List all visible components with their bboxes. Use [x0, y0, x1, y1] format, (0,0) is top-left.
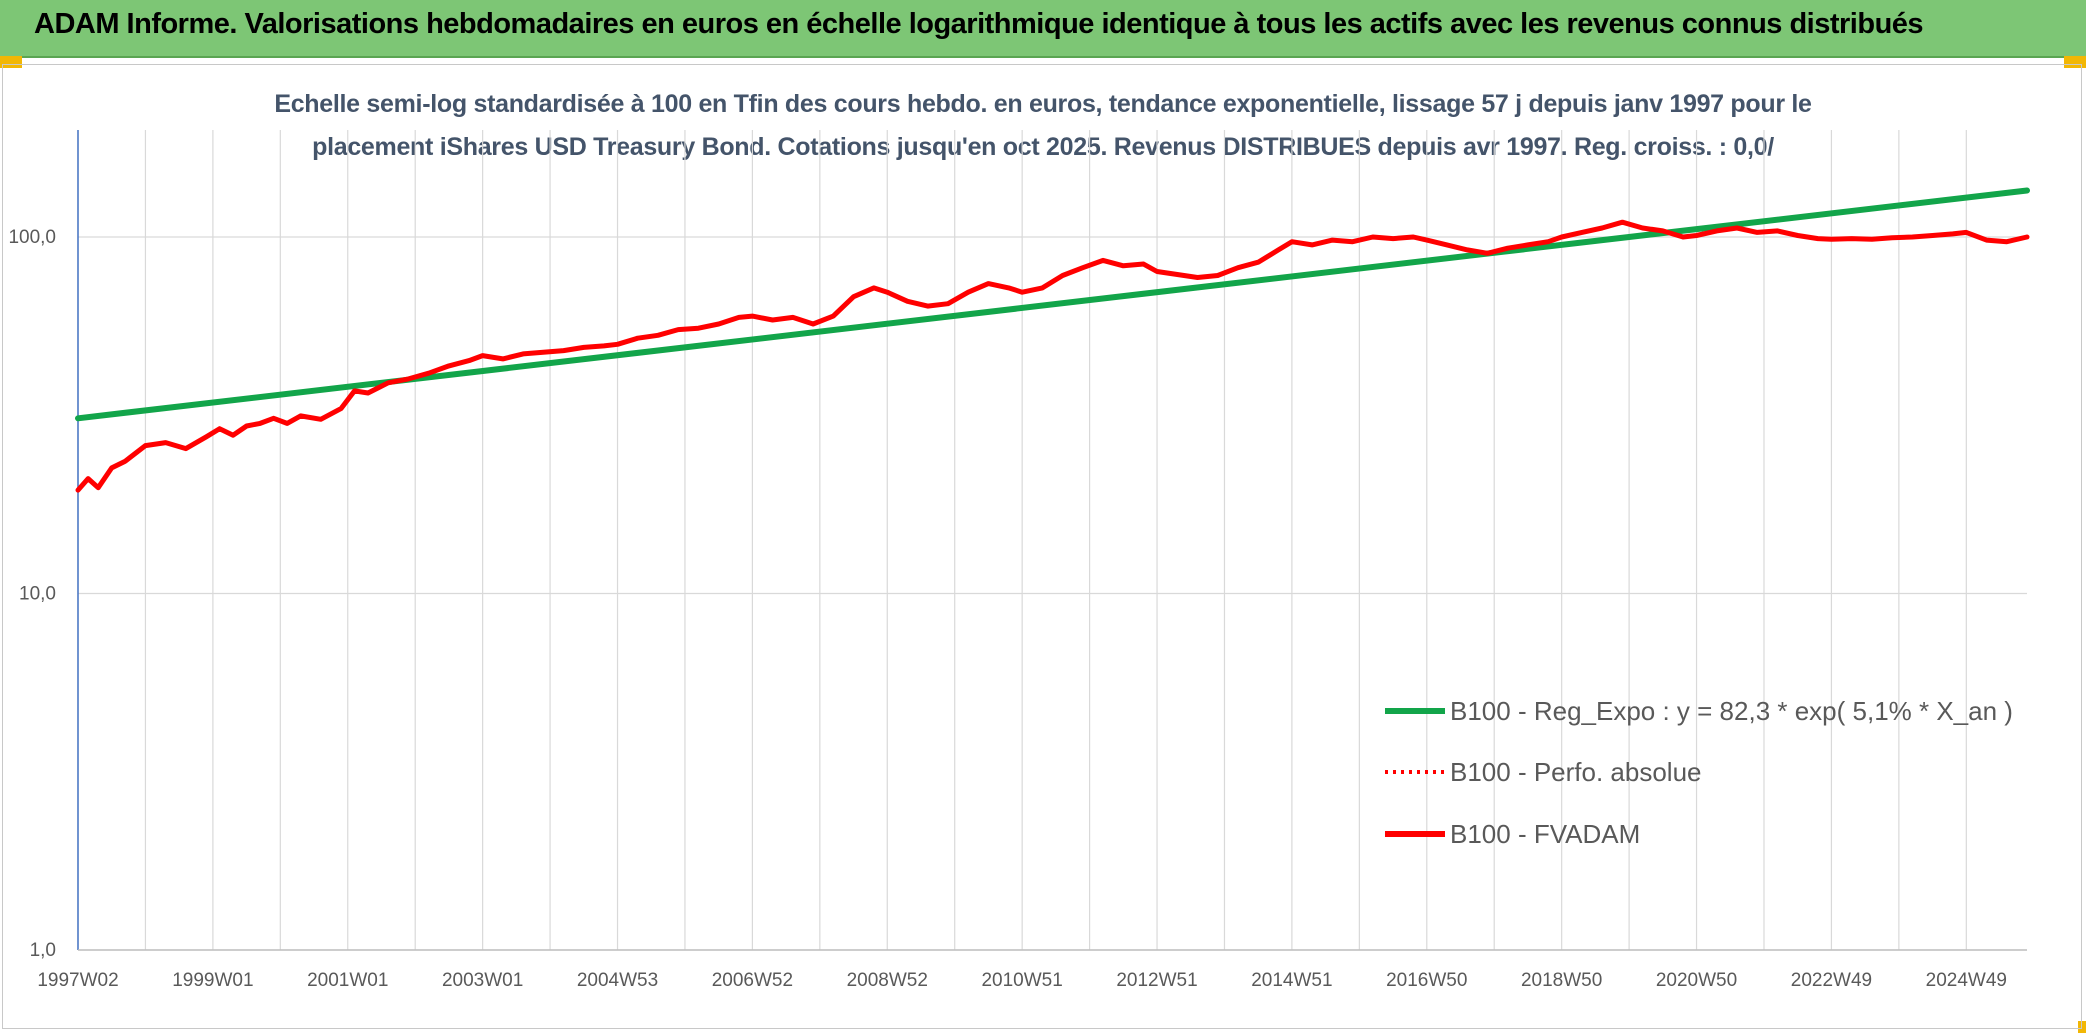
x-tick-label: 2016W50	[1386, 970, 1467, 991]
fvadam-series-line	[75, 219, 2030, 493]
chart-frame	[2, 64, 2082, 1029]
x-tick-label: 2004W53	[577, 970, 658, 991]
chart-title-line-1: Echelle semi-log standardisée à 100 en T…	[274, 90, 1812, 118]
corner-marker-right	[2064, 56, 2086, 68]
x-tick-label: 2003W01	[442, 970, 523, 991]
y-tick-label: 1,0	[30, 940, 56, 961]
x-tick-label: 1999W01	[172, 970, 253, 991]
x-tick-label: 2008W52	[847, 970, 928, 991]
x-tick-label: 2014W51	[1251, 970, 1332, 991]
corner-marker-left	[0, 56, 22, 68]
x-tick-label: 2018W50	[1521, 970, 1602, 991]
chart-title-line-2: placement iShares USD Treasury Bond. Cot…	[312, 133, 1774, 161]
x-tick-label: 2012W51	[1116, 970, 1197, 991]
legend-label: B100 - FVADAM	[1450, 819, 1640, 849]
report-title: ADAM Informe. Valorisations hebdomadaire…	[34, 8, 1924, 40]
x-tick-label: 2001W01	[307, 970, 388, 991]
y-tick-label: 10,0	[19, 584, 56, 605]
x-tick-label: 2020W50	[1656, 970, 1737, 991]
x-tick-label: 2010W51	[981, 970, 1062, 991]
x-tick-label: 2022W49	[1791, 970, 1872, 991]
legend-label: B100 - Perfo. absolue	[1450, 757, 1702, 787]
corner-marker-bottom-right	[2078, 1021, 2086, 1033]
x-tick-label: 1997W02	[37, 970, 118, 991]
header-banner: ADAM Informe. Valorisations hebdomadaire…	[0, 0, 2086, 58]
trend-series-line	[75, 187, 2030, 422]
legend-label: B100 - Reg_Expo : y = 82,3 * exp( 5,1% *…	[1450, 696, 2013, 726]
x-tick-label: 2006W52	[712, 970, 793, 991]
y-tick-label: 100,0	[8, 227, 56, 248]
x-tick-label: 2024W49	[1926, 970, 2007, 991]
